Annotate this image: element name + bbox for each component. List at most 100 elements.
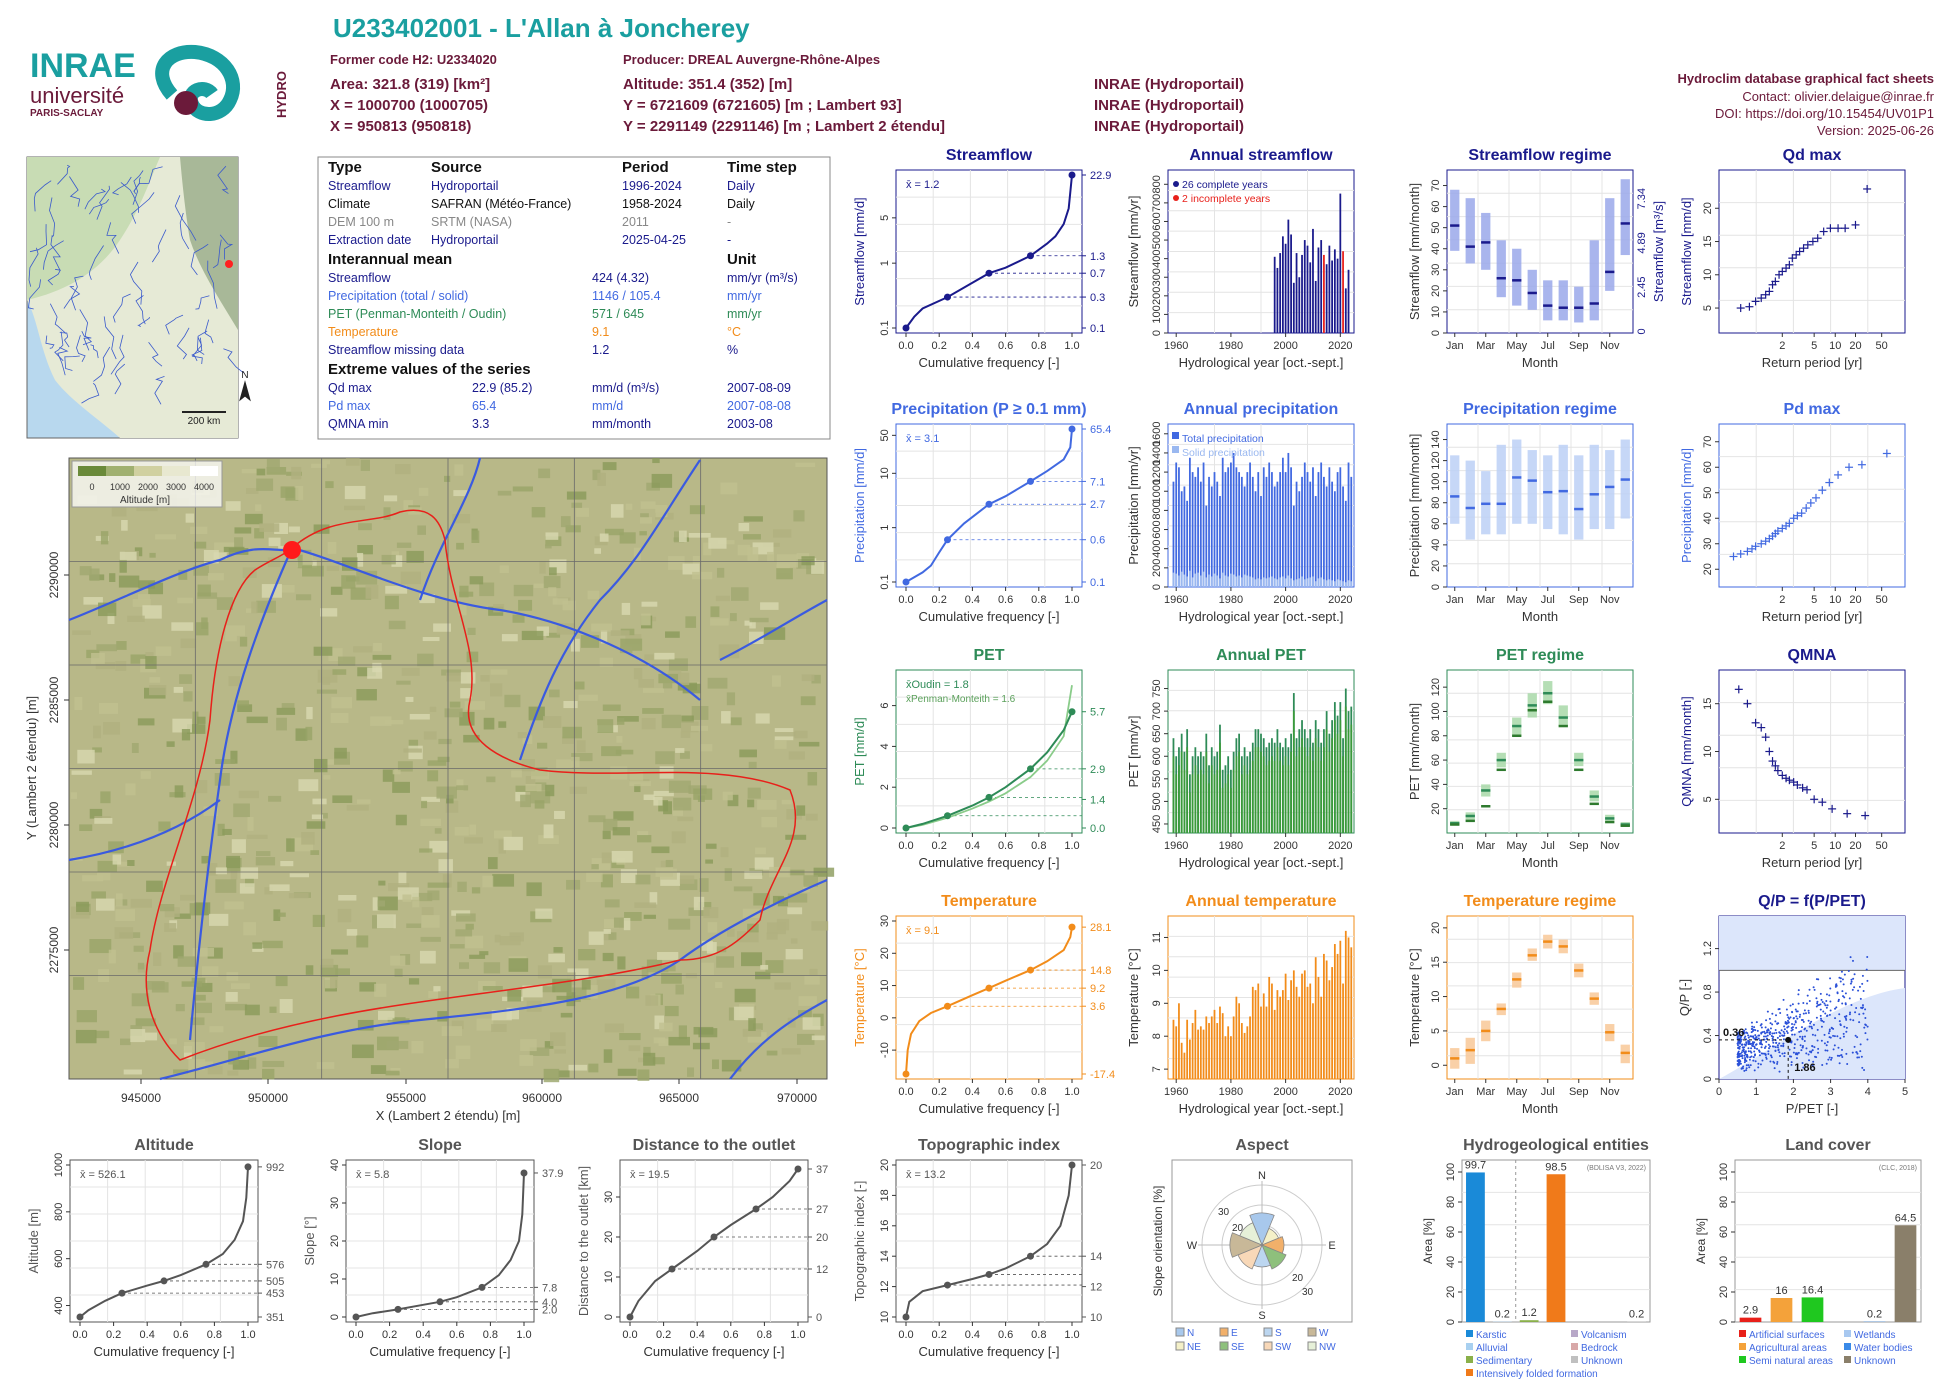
relief-cell — [346, 804, 369, 811]
relief-cell — [224, 901, 244, 910]
budyko-point — [1786, 1032, 1789, 1035]
solid-precip-bar — [1210, 576, 1213, 587]
extreme-label-2: QMNA min — [328, 417, 388, 431]
relief-cell — [332, 669, 347, 675]
budyko-point — [1791, 1003, 1794, 1006]
relief-cell — [465, 935, 484, 949]
annual-bar — [1303, 240, 1306, 333]
budyko-point — [1738, 1034, 1741, 1037]
relief-cell — [412, 896, 420, 908]
annual-bar-2 — [1303, 747, 1306, 833]
y-tick-label: 100 — [1718, 1163, 1730, 1181]
x-tick-label: 1.0 — [240, 1329, 255, 1341]
budyko-point — [1783, 1032, 1786, 1035]
budyko-point — [1796, 1017, 1799, 1020]
annual-bar — [1188, 1039, 1191, 1079]
y-axis-label: Topographic index [-] — [852, 1181, 867, 1302]
relief-cell — [580, 635, 600, 648]
interannual-label-0: Streamflow — [328, 271, 391, 285]
relief-cell — [112, 854, 122, 865]
relief-cell — [634, 784, 641, 793]
relief-cell — [637, 1069, 650, 1081]
budyko-point — [1859, 1043, 1862, 1046]
relief-cell — [786, 808, 802, 820]
annual-bar-2 — [1320, 760, 1323, 833]
relief-cell — [800, 696, 816, 706]
chart-title: Land cover — [1785, 1137, 1870, 1154]
relief-cell — [395, 814, 407, 826]
relief-cell — [671, 831, 686, 844]
relief-cell — [344, 505, 366, 511]
x-tick-label: Sep — [1569, 340, 1589, 352]
annual-bar — [1298, 277, 1301, 333]
overview-river — [135, 295, 146, 325]
relief-cell — [640, 501, 656, 509]
overview-river — [50, 235, 61, 271]
relief-cell — [675, 984, 684, 995]
budyko-point — [1769, 1031, 1772, 1034]
budyko-point — [1759, 1024, 1762, 1027]
relief-cell — [100, 531, 109, 545]
budyko-point — [1805, 1047, 1808, 1050]
y-tick-label: 80 — [1430, 730, 1442, 742]
annual-bar-2 — [1290, 751, 1292, 833]
relief-cell — [642, 708, 664, 714]
budyko-point — [1767, 1043, 1770, 1046]
relief-cell — [197, 716, 206, 724]
y-tick-label: 800 — [1151, 501, 1163, 519]
relief-cell — [760, 964, 769, 970]
annual-bar — [1325, 264, 1328, 333]
relief-cell — [421, 915, 440, 928]
relief-cell — [613, 811, 634, 821]
annual-bar — [1323, 953, 1325, 1079]
area: Area: 321.8 (319) [km²] — [330, 76, 491, 93]
solid-precip-bar — [1208, 574, 1210, 587]
relief-cell — [79, 566, 92, 576]
overview-river — [110, 334, 125, 375]
x-axis-label: Return period [yr] — [1762, 355, 1862, 370]
scale-label: 200 km — [188, 416, 221, 427]
budyko-point — [1799, 1013, 1802, 1016]
relief-cell — [383, 507, 391, 520]
solid-precip-bar — [1257, 578, 1260, 587]
annual-bar — [1208, 1023, 1210, 1079]
relief-cell — [298, 779, 319, 792]
annual-bar — [1268, 462, 1271, 587]
budyko-point — [1826, 1014, 1829, 1017]
chart-title: PET — [973, 647, 1004, 664]
budyko-point — [1794, 1008, 1797, 1011]
legend-text: 2 incomplete years — [1182, 193, 1270, 205]
x-tick-label: 10 — [1829, 594, 1841, 606]
budyko-point — [1844, 1017, 1847, 1020]
relief-cell — [437, 1011, 448, 1022]
relief-cell — [733, 1006, 754, 1021]
budyko-point — [1842, 983, 1845, 986]
relief-cell — [316, 689, 338, 694]
legend-swatch — [1739, 1356, 1746, 1363]
relief-cell — [652, 1057, 665, 1065]
relief-cell — [629, 781, 651, 787]
budyko-point — [1747, 1047, 1750, 1050]
relief-cell — [421, 800, 428, 809]
annual-bar — [1309, 262, 1312, 333]
budyko-point — [1779, 1011, 1782, 1014]
rose-sector-SE — [1261, 1244, 1287, 1270]
extreme-value-2: 3.3 — [472, 417, 489, 431]
relief-cell — [255, 851, 271, 857]
relief-cell — [178, 569, 188, 580]
annual-bar — [1287, 1000, 1290, 1079]
budyko-point — [1857, 989, 1860, 992]
map-ytick-label: 2275000 — [47, 926, 61, 973]
annual-bar — [1257, 472, 1260, 587]
solid-precip-bar — [1276, 579, 1279, 587]
budyko-point — [1760, 1046, 1763, 1049]
relief-cell — [418, 487, 429, 496]
legend-label: NE — [1187, 1342, 1201, 1353]
annual-bar-2 — [1281, 765, 1284, 833]
relief-cell — [197, 584, 211, 597]
relief-cell — [225, 1003, 248, 1011]
relief-cell — [548, 953, 565, 963]
budyko-point — [1783, 1034, 1786, 1037]
budyko-point — [1802, 1066, 1805, 1069]
relief-cell — [566, 879, 581, 890]
